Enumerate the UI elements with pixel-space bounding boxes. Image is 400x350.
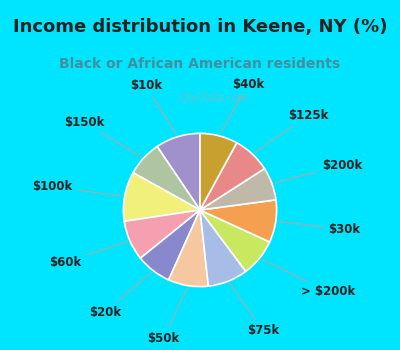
- Wedge shape: [140, 210, 200, 280]
- Text: $50k: $50k: [148, 288, 187, 345]
- Wedge shape: [200, 133, 237, 210]
- Wedge shape: [133, 147, 200, 210]
- Wedge shape: [200, 169, 276, 210]
- Text: $40k: $40k: [220, 78, 264, 133]
- Text: $30k: $30k: [278, 222, 360, 236]
- Wedge shape: [157, 133, 200, 210]
- Text: $100k: $100k: [32, 180, 122, 196]
- Text: Black or African American residents: Black or African American residents: [60, 57, 340, 71]
- Wedge shape: [200, 200, 277, 242]
- Wedge shape: [124, 210, 200, 258]
- Wedge shape: [169, 210, 208, 287]
- Text: $60k: $60k: [49, 242, 127, 269]
- Text: > $200k: > $200k: [262, 259, 355, 298]
- Text: $20k: $20k: [89, 273, 151, 319]
- Text: $75k: $75k: [230, 284, 280, 337]
- Text: Income distribution in Keene, NY (%): Income distribution in Keene, NY (%): [13, 18, 387, 36]
- Text: $200k: $200k: [275, 159, 362, 183]
- Wedge shape: [123, 173, 200, 221]
- Text: $125k: $125k: [254, 108, 329, 152]
- Text: $10k: $10k: [130, 79, 176, 134]
- Text: $150k: $150k: [64, 116, 141, 157]
- Text: City-Data.com: City-Data.com: [178, 93, 248, 103]
- Wedge shape: [200, 143, 264, 210]
- Wedge shape: [200, 210, 246, 286]
- Wedge shape: [200, 210, 270, 271]
